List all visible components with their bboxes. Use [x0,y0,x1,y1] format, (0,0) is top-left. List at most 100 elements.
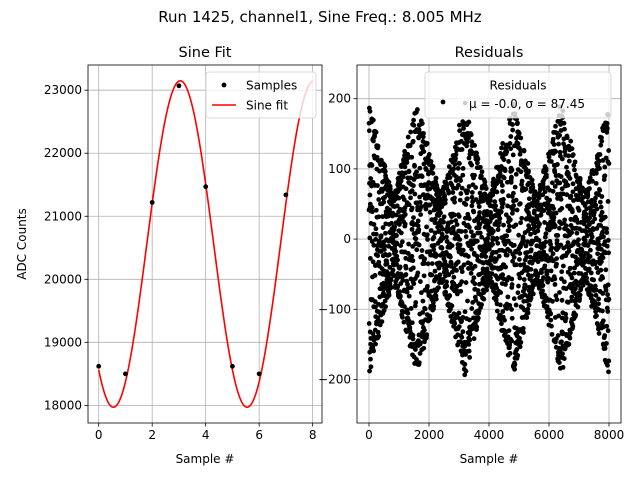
residual-point [593,180,599,186]
y-tick-label: −100 [318,302,351,316]
residual-point [455,259,461,265]
residual-point [376,333,381,339]
residual-point [465,188,471,194]
residual-point [451,274,457,280]
residual-point [595,251,601,257]
residual-point [382,298,388,304]
residual-point [466,225,472,230]
residual-point [596,301,601,307]
residual-point [514,207,520,213]
residual-point [466,348,472,354]
residual-point [397,293,403,299]
residual-point [400,278,406,283]
residual-point [480,198,486,204]
residual-point [460,172,466,178]
residual-point [602,333,608,338]
residual-point [369,239,375,244]
residual-point [459,147,465,152]
residual-point [598,267,604,273]
residual-point [369,205,375,211]
x-tick-label: 2000 [414,428,445,442]
residual-point [565,240,571,246]
residual-point [422,256,428,262]
residual-point [523,186,529,192]
residual-point [473,297,479,303]
residual-point [503,281,508,287]
residual-point [516,131,522,136]
residual-point [463,368,469,374]
residual-point [413,300,419,305]
residual-point [526,302,532,308]
residual-point [527,226,533,232]
x-tick-label: 8 [309,428,317,442]
residual-point [577,292,583,298]
sample-point [256,371,262,377]
residual-point [517,251,523,256]
residual-point [408,129,414,135]
residual-point [405,251,411,256]
residual-point [450,224,456,230]
residual-point [507,248,513,254]
residual-point [430,170,436,176]
residual-point [509,315,515,321]
residual-point [479,234,485,240]
residual-point [507,350,513,356]
residual-point [540,288,545,294]
residual-point [557,290,562,295]
plot-area [88,65,322,423]
residual-point [457,161,462,166]
residual-point [573,254,578,260]
residual-point [442,200,448,206]
residual-point [408,306,414,311]
residual-point [553,149,559,154]
residual-point [604,230,610,235]
residual-point [409,154,415,160]
residual-point [410,265,416,271]
residual-point [542,263,548,269]
residual-point [367,368,372,374]
residual-point [542,220,548,225]
residual-point [555,333,561,338]
residual-point [593,202,599,208]
residual-point [436,228,442,234]
residual-point [394,203,400,209]
residual-point [529,273,534,279]
residual-point [554,256,560,262]
residual-point [603,288,609,293]
residual-point [472,172,477,178]
residual-point [568,265,573,271]
residual-point [369,209,375,215]
residual-point [439,262,445,268]
residual-point [439,245,445,251]
residual-point [458,288,464,294]
residual-point [523,243,529,249]
residual-point [544,268,550,274]
residual-point [382,243,388,249]
residual-point [605,309,611,314]
residual-point [383,230,388,236]
residual-point [431,247,437,253]
residual-point [518,339,524,345]
residual-point [398,243,404,248]
residual-point [584,233,590,239]
residual-point [575,304,581,310]
residual-point [576,237,581,243]
residual-point [602,164,608,170]
residual-point [460,247,466,253]
residual-point [398,230,404,236]
residual-point [551,215,557,220]
residual-point [384,261,390,267]
residual-point [521,330,526,335]
residual-point [526,180,532,186]
residual-point [549,323,554,329]
residual-point [414,247,420,253]
residual-point [530,184,536,190]
residual-point [390,267,396,273]
residual-point [466,184,472,189]
y-tick-label: 21000 [44,209,82,223]
residual-point [520,326,526,331]
x-tick-label: 8000 [594,428,625,442]
residual-point [540,282,546,288]
residual-point [513,171,519,177]
residual-point [598,246,604,252]
